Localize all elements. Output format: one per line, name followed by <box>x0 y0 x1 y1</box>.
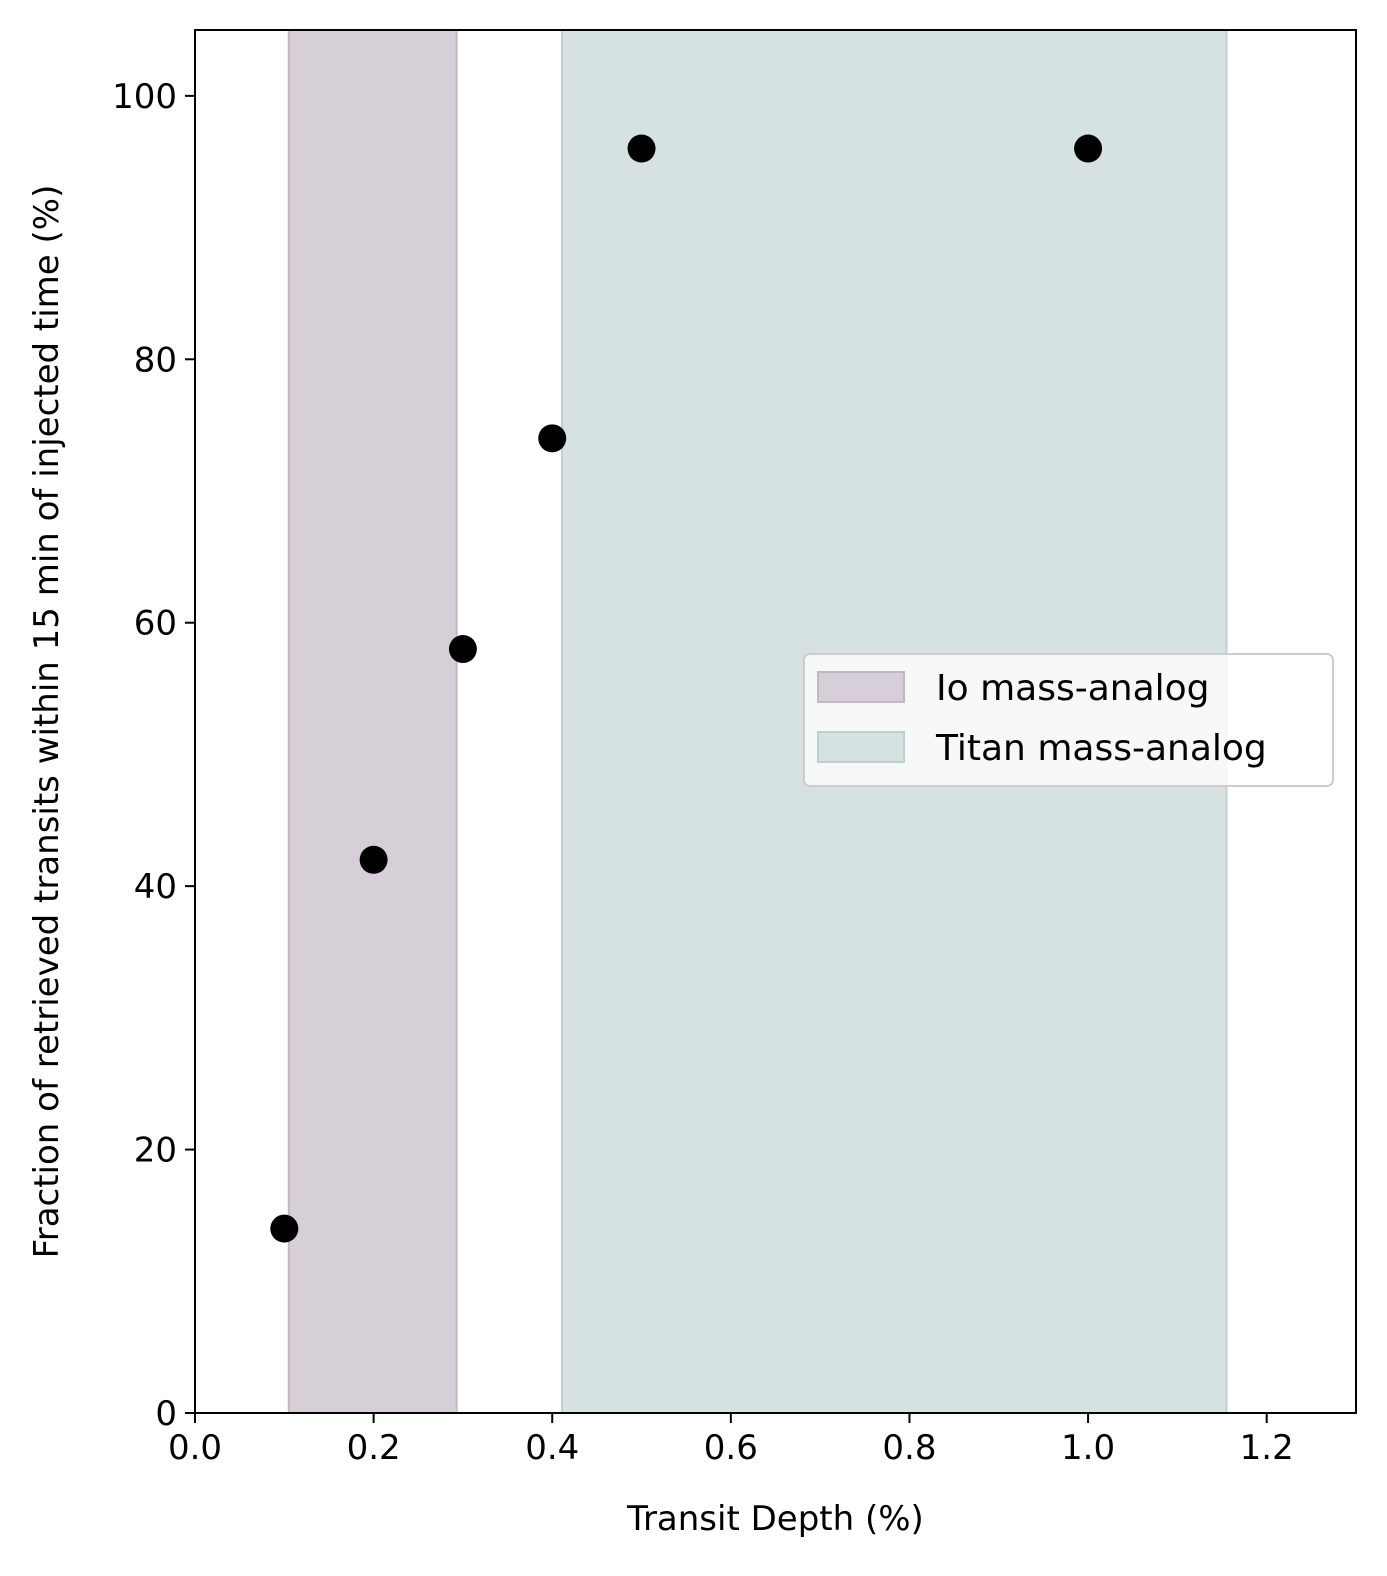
scatter-point-5 <box>627 134 656 163</box>
x-tick-label: 0.0 <box>168 1428 222 1468</box>
legend-box <box>803 653 1334 787</box>
points-layer <box>270 134 1103 1243</box>
x-tick-label: 0.8 <box>882 1428 936 1468</box>
y-tick-label: 20 <box>134 1131 177 1171</box>
x-tick-label: 1.2 <box>1240 1428 1294 1468</box>
x-axis-ticks: 0.0 0.2 0.4 0.6 0.8 1.0 1.2 <box>168 1413 1294 1468</box>
legend-label: Io mass-analog <box>936 668 1210 709</box>
y-tick-label: 60 <box>134 604 177 644</box>
y-tick-label: 40 <box>134 867 177 907</box>
plot-frame <box>194 29 1357 1414</box>
x-tick-label: 0.4 <box>525 1428 579 1468</box>
scatter-point-1 <box>270 1214 299 1243</box>
x-axis-label: Transit Depth (%) <box>626 1499 924 1539</box>
legend-label: Titan mass-analog <box>935 728 1267 769</box>
y-axis-ticks: 0 20 40 60 80 100 <box>112 77 195 1434</box>
legend-swatch <box>817 731 905 763</box>
y-tick-label: 80 <box>134 340 177 380</box>
scatter-point-2 <box>359 845 388 874</box>
x-tick-label: 0.2 <box>347 1428 401 1468</box>
scatter-point-6 <box>1074 134 1103 163</box>
x-tick-label: 0.6 <box>704 1428 758 1468</box>
legend: Io mass-analog Titan mass-analog <box>803 653 1334 787</box>
band-io-mass-analog <box>287 29 458 1414</box>
y-axis-label: Fraction of retrieved transits within 15… <box>27 185 67 1259</box>
x-tick-label: 1.0 <box>1061 1428 1115 1468</box>
legend-entries: Io mass-analog Titan mass-analog <box>817 668 1267 769</box>
y-tick-label: 100 <box>112 77 177 117</box>
scatter-point-3 <box>448 635 477 664</box>
y-tick-label: 0 <box>155 1394 177 1434</box>
legend-swatch <box>817 671 905 703</box>
scatter-point-4 <box>538 424 567 453</box>
